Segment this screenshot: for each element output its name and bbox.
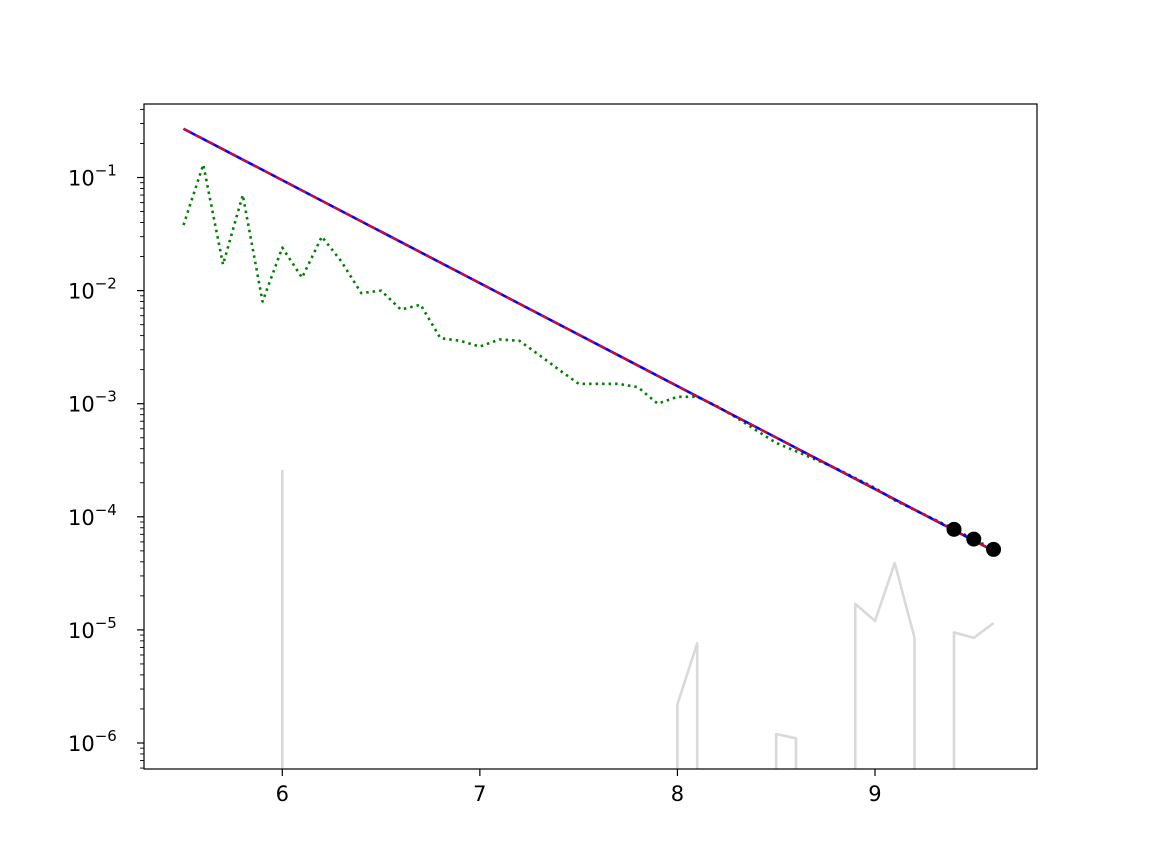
data-layer [182,127,995,769]
y-tick-label: 10−2 [68,275,117,304]
marker-layer [946,521,1002,557]
marker-point [966,531,982,547]
marker-point [986,541,1002,557]
series-gray-line-segment-5 [952,621,995,769]
x-tick-label: 8 [671,782,684,806]
x-tick-label: 7 [473,782,486,806]
x-axis: 6 7 8 9 [276,769,882,806]
plot-frame [143,103,1038,770]
y-tick-label: 10−5 [68,614,117,643]
series-gray-line-segment-4 [853,561,916,769]
y-tick-label: 10−6 [68,727,117,756]
marker-point [946,521,962,537]
y-tick-label: 10−1 [68,162,117,191]
series-gray-line-segment-3 [774,732,798,769]
y-tick-label: 10−4 [68,501,117,530]
x-tick-label: 6 [276,782,289,806]
plot-area [144,104,1037,769]
series-gray-line-segment-2 [676,642,699,769]
series-red-dashed-line [183,127,994,552]
x-tick-label: 9 [868,782,881,806]
y-tick-label: 10−3 [68,388,117,417]
y-axis: 10−1 10−2 10−3 10−4 10−5 10−6 [68,108,144,769]
